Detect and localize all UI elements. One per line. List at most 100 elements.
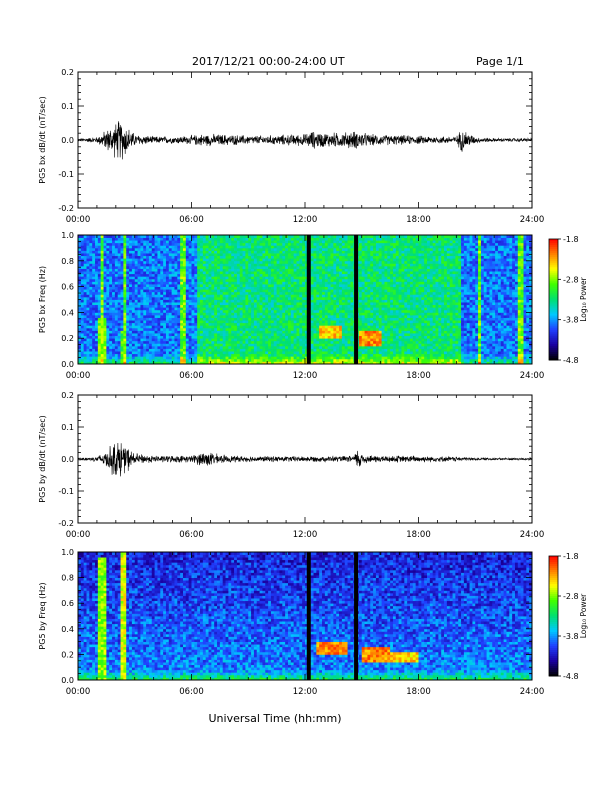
spectrogram-cell [106,351,110,355]
spectrogram-cell [208,240,212,244]
spectrogram-cell [214,348,218,352]
spectrogram-cell [89,235,93,238]
spectrogram-cell [100,317,104,321]
spectrogram-cell [185,265,190,269]
spectrogram-cell [174,327,178,331]
spectrogram-cell [214,307,218,311]
chart-header-date-range: 2017/12/21 00:00-24:00 UT [192,55,345,68]
spectrogram-cell [290,263,295,267]
spectrogram-cell [163,317,167,321]
spectrogram-cell [78,271,82,275]
spectrogram-cell [270,320,275,324]
spectrogram-cell [299,284,303,287]
spectrogram-cell [347,242,351,246]
spectrogram-cell [197,289,201,293]
spectrogram-cell [310,260,314,264]
spectrogram-cell [333,281,337,285]
spectrogram-cell [163,299,167,303]
spectrogram-cell [148,309,153,313]
spectrogram-cell [350,299,354,303]
spectrogram-cell [117,338,121,342]
spectrogram-cell [109,325,113,329]
spectrogram-cell [83,322,87,326]
spectrogram-cell [100,294,104,298]
spectrogram-cell [120,284,124,287]
spectrogram-cell [171,281,175,285]
spectrogram-cell [171,340,175,344]
spectrogram-cell [165,247,170,251]
spectrogram-cell [319,291,323,295]
spectrogram-cell [336,333,340,337]
spectrogram-cell [140,345,144,349]
spectrogram-cell [290,250,295,254]
spectrogram-cell [200,255,204,259]
spectrogram-cell [248,263,252,267]
spectrogram-cell [191,314,195,318]
spectrogram-cell [200,327,204,331]
spectrogram-cell [114,286,119,290]
spectrogram-cell [129,312,133,316]
spectrogram-cell [97,271,102,275]
spectrogram-cell [217,320,221,324]
spectrogram-cell [185,258,190,262]
spectrogram-cell [194,245,198,249]
spectrogram-cell [350,361,354,365]
spectrogram-cell [225,237,229,241]
spectrogram-cell [256,351,260,355]
spectrogram-cell [239,253,243,257]
spectrogram-cell [197,356,201,360]
spectrogram-cell [262,304,266,308]
spectrogram-cell [174,348,178,352]
spectrogram-cell [168,296,173,300]
spectrogram-cell [200,273,204,277]
spectrogram-cell [313,296,317,300]
spectrogram-cell [103,273,107,277]
spectrogram-cell [123,314,127,318]
spectrogram-cell [197,333,201,337]
spectrogram-cell [120,343,124,347]
spectrogram-cell [191,281,195,285]
spectrogram-cell [106,265,110,269]
spectrogram-cell [97,260,102,264]
spectrogram-cell [123,330,127,334]
spectrogram-cell [239,278,243,282]
spectrogram-cell [129,348,133,352]
spectrogram-cell [165,245,170,249]
spectrogram-cell [131,260,136,264]
spectrogram-cell [265,353,269,357]
spectrogram-cell [217,255,221,259]
spectrogram-cell [327,247,331,251]
spectrogram-cell [324,291,329,295]
spectrogram-cell [324,343,329,347]
spectrogram-cell [177,330,181,334]
spectrogram-cell [106,356,110,360]
spectrogram-cell [259,294,263,298]
spectrogram-cell [299,260,303,264]
spectrogram-cell [143,291,147,295]
spectrogram-cell [165,333,170,337]
spectrogram-cell [239,320,243,324]
spectrogram-cell [112,263,116,267]
spectrogram-cell [97,338,102,342]
spectrogram-cell [208,294,212,298]
spectrogram-cell [211,351,215,355]
spectrogram-cell [194,291,198,295]
spectrogram-cell [194,273,198,277]
spectrogram-cell [265,258,269,262]
spectrogram-cell [205,253,209,257]
spectrogram-cell [202,260,207,264]
spectrogram-cell [191,327,195,331]
spectrogram-cell [302,276,306,280]
spectrogram-cell [160,268,164,272]
spectrogram-cell [163,333,167,337]
spectrogram-cell [137,286,141,290]
spectrogram-cell [324,353,329,357]
spectrogram-cell [248,299,252,303]
spectrogram-cell [131,302,136,306]
spectrogram-cell [251,348,255,352]
spectrogram-cell [165,361,170,365]
spectrogram-cell [339,237,343,241]
spectrogram-cell [177,348,181,352]
spectrogram-cell [259,330,263,334]
spectrogram-cell [336,335,340,339]
